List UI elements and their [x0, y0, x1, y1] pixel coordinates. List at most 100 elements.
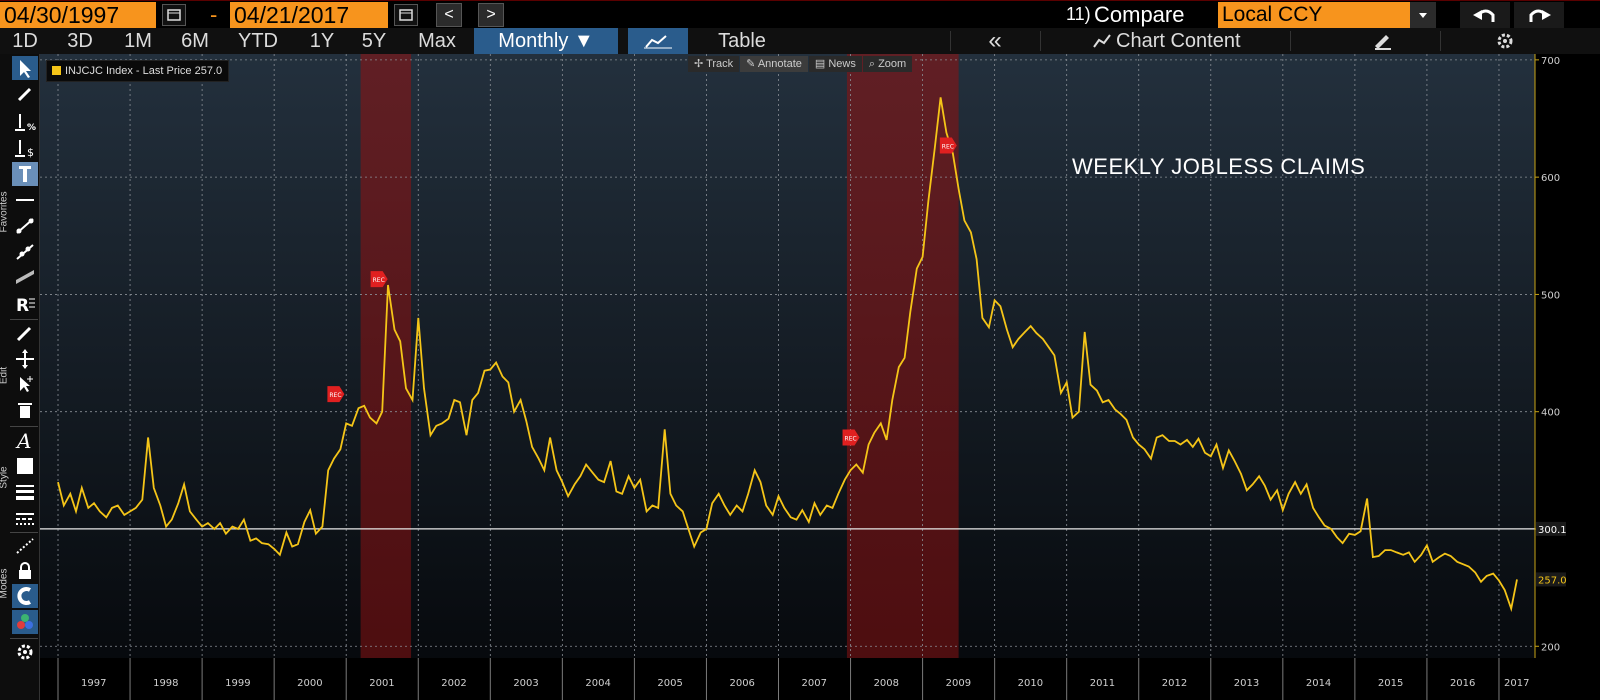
legend[interactable]: INJCJC Index - Last Price 257.0: [46, 60, 230, 82]
track-button[interactable]: ✢ Track: [688, 56, 740, 72]
period-1y[interactable]: 1Y: [309, 30, 335, 52]
y-tick-label: 700: [1541, 56, 1560, 67]
legend-label: INJCJC Index - Last Price 257.0: [65, 65, 223, 77]
move-tool[interactable]: [12, 347, 38, 371]
next-period-button[interactable]: >: [478, 3, 504, 27]
start-calendar-icon[interactable]: [162, 4, 186, 26]
line-style-tool[interactable]: [12, 506, 38, 530]
recession-marker[interactable]: REC: [370, 271, 388, 288]
x-tick-label: 2000: [297, 678, 322, 689]
style-label: Style: [0, 466, 10, 489]
x-tick-label: 1997: [81, 678, 106, 689]
period-5y[interactable]: 5Y: [361, 30, 387, 52]
currency-select[interactable]: Local CCY: [1218, 2, 1410, 28]
settings-button[interactable]: [12, 640, 38, 664]
recession-marker[interactable]: REC: [842, 429, 860, 446]
percent-tool-button[interactable]: %: [12, 110, 38, 134]
delete-tool[interactable]: [12, 398, 38, 422]
recession-marker[interactable]: REC: [327, 386, 345, 403]
x-tick-label: 2008: [874, 678, 899, 689]
divider: [1440, 31, 1441, 51]
color-dots-icon: [17, 614, 33, 629]
svg-text:A: A: [15, 429, 31, 452]
chart-content-button[interactable]: Chart Content: [1116, 30, 1241, 52]
compare-button[interactable]: Compare: [1094, 2, 1185, 27]
channel-tool[interactable]: [12, 266, 38, 290]
x-tick-label: 2005: [657, 678, 682, 689]
x-tick-label: 2013: [1234, 678, 1259, 689]
color-mode[interactable]: [12, 610, 38, 634]
period-ytd[interactable]: YTD: [238, 30, 278, 52]
font-style-tool[interactable]: A: [12, 428, 38, 453]
horizontal-line-tool[interactable]: [12, 188, 38, 212]
compare-number: 11): [1066, 4, 1091, 24]
regression-r-icon: R: [16, 296, 35, 316]
x-tick-label: 1999: [225, 678, 250, 689]
draw-tool-button[interactable]: [12, 82, 38, 106]
frequency-select[interactable]: Monthly ▼: [474, 28, 618, 54]
recession-marker-shape: [370, 271, 388, 288]
recession-band: [360, 54, 412, 658]
line-weight-tool[interactable]: [12, 480, 38, 504]
dollar-tool-button[interactable]: $: [12, 136, 38, 160]
ray-tool[interactable]: [12, 240, 38, 264]
annotate-button[interactable]: ✎ Annotate: [740, 56, 808, 72]
start-date-field[interactable]: 04/30/1997: [0, 2, 156, 28]
gear-icon[interactable]: [1494, 31, 1516, 56]
trash-icon: [18, 403, 32, 418]
period-max[interactable]: Max: [418, 30, 456, 52]
x-tick-label: 2010: [1018, 678, 1043, 689]
lock-mode[interactable]: [12, 559, 38, 583]
line-chart-view-button[interactable]: [628, 28, 688, 54]
crosshair-mode[interactable]: [12, 534, 38, 558]
ray-line-icon: [16, 244, 34, 260]
recession-marker-label: REC: [329, 392, 341, 399]
percent-arrow-icon: %: [15, 114, 36, 133]
horizontal-line-icon: [16, 199, 34, 201]
select-pointer-button[interactable]: [12, 56, 38, 80]
series-line[interactable]: [57, 97, 1518, 613]
end-date-field[interactable]: 04/21/2017: [230, 2, 388, 28]
end-calendar-icon[interactable]: [394, 4, 418, 26]
period-1d[interactable]: 1D: [12, 30, 38, 52]
collapse-button[interactable]: «: [988, 27, 1002, 54]
last-price-tag: 257.0: [1538, 575, 1567, 586]
x-tick-label: 2017: [1504, 678, 1529, 689]
trend-line-tool[interactable]: [12, 214, 38, 238]
divider: [10, 426, 38, 427]
regression-tool[interactable]: R: [12, 292, 38, 316]
undo-button[interactable]: [1460, 2, 1510, 28]
period-3d[interactable]: 3D: [67, 30, 93, 52]
svg-text:R: R: [16, 296, 29, 316]
text-tool-button[interactable]: [12, 162, 38, 186]
dollar-arrow-icon: $: [15, 140, 34, 159]
period-1m[interactable]: 1M: [124, 30, 152, 52]
add-point-tool[interactable]: [12, 372, 38, 396]
reference-value-tag: 300.1: [1538, 525, 1567, 536]
fill-color-tool[interactable]: [12, 454, 38, 478]
table-view-button[interactable]: Table: [718, 30, 766, 52]
edit-pen-tool[interactable]: [12, 322, 38, 346]
last-price-tag-bg: [1536, 572, 1566, 587]
currency-dropdown-button[interactable]: [1410, 2, 1436, 28]
x-tick-label: 2011: [1090, 678, 1115, 689]
chart-content-icon: [1092, 32, 1112, 55]
recession-marker-shape: [842, 429, 860, 446]
x-tick-label: 2003: [513, 678, 538, 689]
news-button[interactable]: ▤ News: [808, 56, 862, 72]
recession-band: [846, 54, 959, 658]
zoom-button[interactable]: ⌕ Zoom: [862, 56, 913, 72]
line-weight-icon: [16, 485, 34, 500]
prev-period-button[interactable]: <: [436, 3, 462, 27]
x-tick-label: 2004: [585, 678, 610, 689]
period-6m[interactable]: 6M: [181, 30, 209, 52]
chart-tools: ✢ Track ✎ Annotate ▤ News ⌕ Zoom: [688, 56, 913, 72]
edit-chart-icon[interactable]: [1372, 31, 1394, 56]
snap-mode[interactable]: [12, 584, 38, 608]
redo-button[interactable]: [1514, 2, 1564, 28]
x-tick-label: 2016: [1450, 678, 1475, 689]
recession-marker[interactable]: REC: [939, 137, 957, 154]
fill-square-icon: [17, 458, 33, 474]
divider: [1040, 31, 1041, 51]
